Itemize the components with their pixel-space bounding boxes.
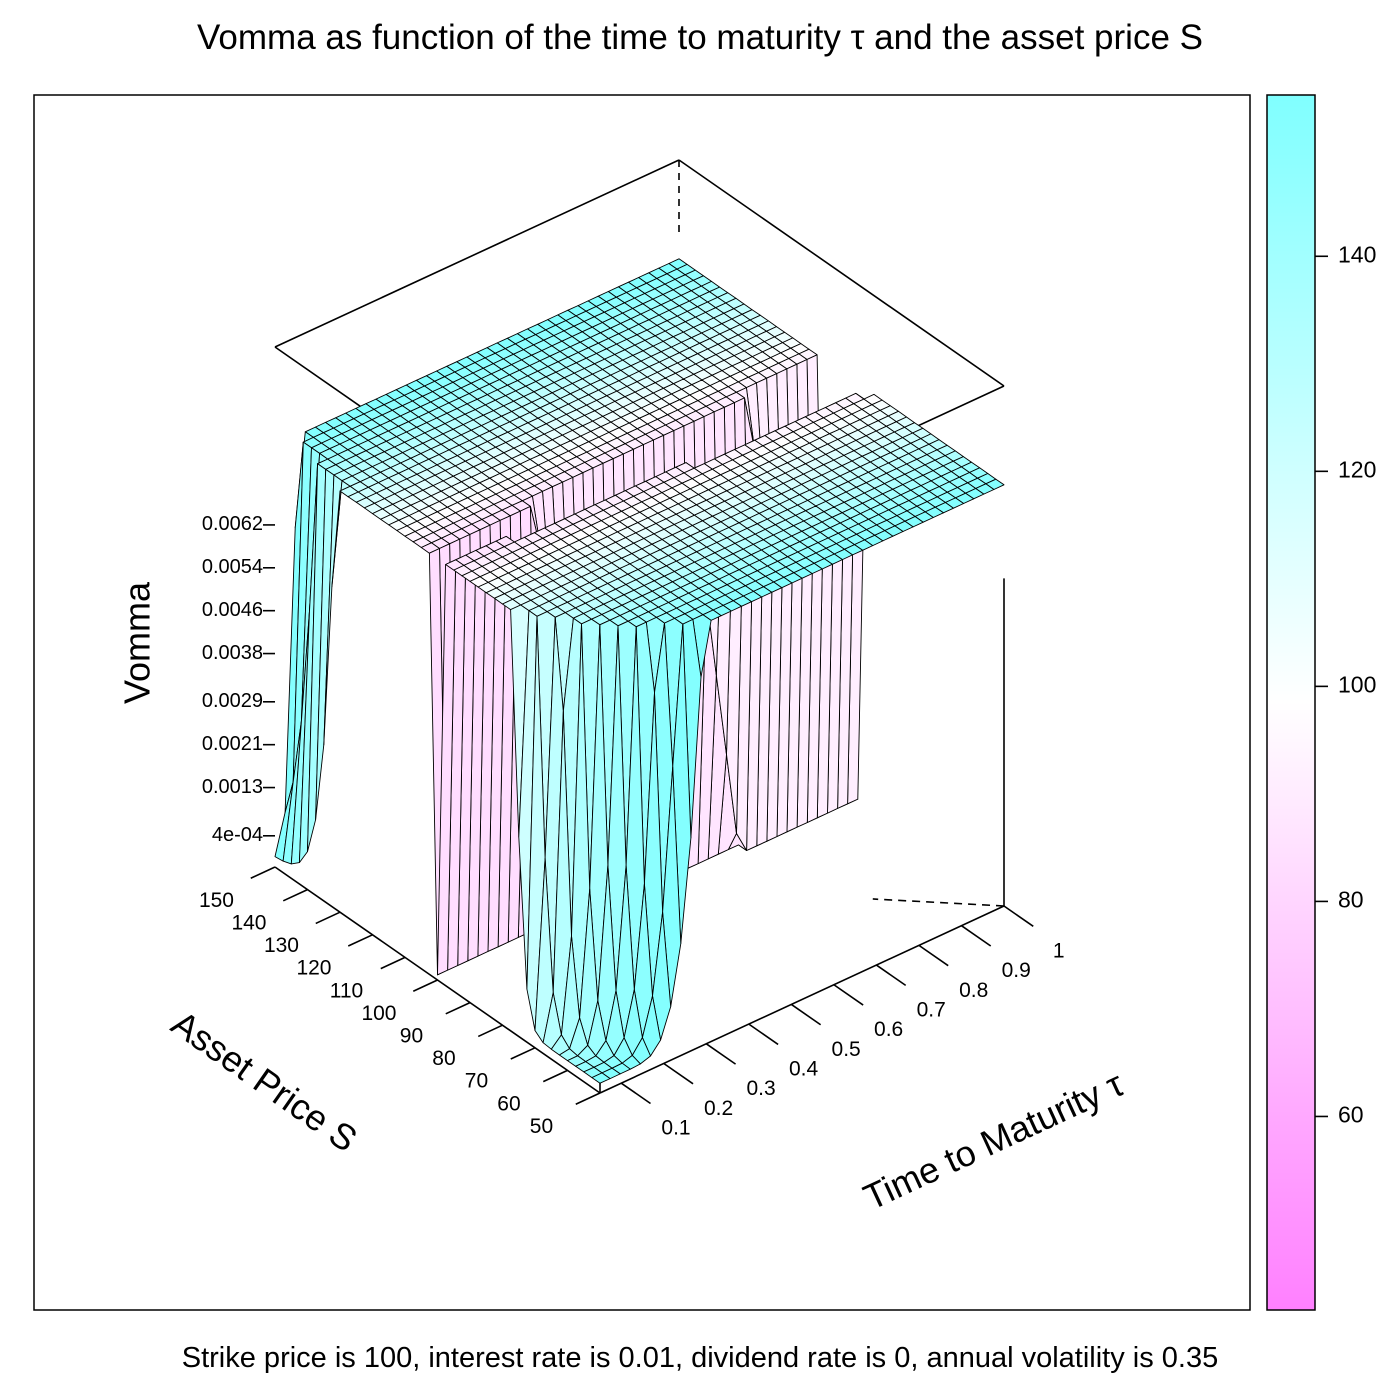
z-axis-tick-label: 0.0046	[202, 599, 263, 621]
colorbar: 60 80 100 120 140	[1266, 94, 1376, 1311]
box-edge-top-right	[678, 159, 1005, 387]
x-axis-tick	[1003, 905, 1034, 927]
x-axis-tick-label: 0.6	[874, 1018, 903, 1041]
box-edge-floor-front	[599, 905, 1005, 1094]
z-axis-tick-label: 4e-04	[212, 824, 263, 846]
x-axis-tick	[961, 925, 992, 947]
plot-panel-frame	[33, 94, 1251, 1311]
y-axis-tick	[347, 934, 373, 947]
x-axis-tick-label: 0.4	[789, 1058, 819, 1081]
y-axis-tick-label: 120	[296, 957, 331, 980]
x-axis-tick-label: 0.5	[832, 1038, 861, 1061]
y-axis-tick	[477, 1024, 503, 1038]
x-axis-tick	[918, 944, 949, 967]
y-axis-tick	[445, 1001, 471, 1015]
x-axis-tick	[620, 1082, 651, 1105]
z-axis-tick-label: 0.0021	[202, 733, 263, 755]
colorbar-tick-label: 120	[1338, 456, 1376, 482]
y-axis-tick-label: 100	[361, 1002, 396, 1025]
x-axis-tick-label: 0.7	[917, 998, 946, 1021]
y-axis-tick	[380, 956, 406, 970]
colorbar-tick-label: 60	[1338, 1102, 1364, 1128]
colorbar-tick-label: 80	[1338, 886, 1364, 912]
y-axis-tick	[510, 1047, 536, 1060]
chart-title: Vomma as function of the time to maturit…	[197, 18, 1203, 57]
z-axis-tick-label: 0.0013	[202, 776, 263, 798]
x-axis-tick-label: 0.1	[661, 1117, 690, 1140]
x-axis-tick-label: 0.9	[1002, 959, 1031, 982]
z-axis-tick-label: 0.0054	[202, 556, 263, 578]
y-axis-title: Asset Price S	[164, 1002, 365, 1160]
z-axis-tick-label: 0.0062	[202, 513, 263, 535]
x-axis-tick-label: 0.3	[746, 1077, 775, 1100]
x-axis-tick-label: 0.8	[959, 979, 988, 1002]
y-axis-tick	[542, 1069, 568, 1083]
x-axis-tick	[833, 984, 864, 1006]
colorbar-tick-label: 140	[1338, 241, 1376, 267]
y-axis-tick-label: 80	[432, 1047, 455, 1070]
y-axis-tick-label: 110	[330, 979, 363, 1002]
y-axis-tick-label: 140	[231, 911, 266, 934]
x-axis-tick-label: 0.2	[704, 1097, 733, 1120]
y-axis-tick	[412, 979, 438, 992]
y-axis-tick-label: 150	[199, 889, 234, 912]
y-axis-tick-label: 70	[465, 1070, 488, 1093]
x-axis-title: Time to Maturity τ	[857, 1063, 1129, 1218]
y-axis-tick	[575, 1092, 601, 1105]
x-axis-tick	[663, 1062, 694, 1085]
z-axis-title: Vomma	[117, 581, 158, 704]
y-axis-tick-label: 50	[530, 1115, 553, 1138]
surface-facet	[591, 1072, 611, 1084]
chart-caption: Strike price is 100, interest rate is 0.…	[181, 1342, 1219, 1374]
x-axis-tick	[748, 1023, 779, 1046]
box-edge-floor-right-dashed	[872, 898, 1005, 907]
y-axis-tick	[282, 888, 308, 902]
colorbar-tick-label: 100	[1338, 671, 1376, 697]
y-axis-tick	[250, 866, 276, 879]
x-axis-tick	[790, 1003, 822, 1026]
z-axis-tick-label: 0.0038	[202, 642, 263, 664]
z-axis-tick-label: 0.0029	[202, 690, 263, 712]
colorbar-gradient	[1266, 94, 1316, 1311]
x-axis-tick	[705, 1043, 737, 1065]
x-axis-tick	[875, 964, 907, 987]
y-axis-tick-label: 130	[264, 934, 299, 957]
y-axis-tick-label: 60	[497, 1092, 520, 1115]
box-edge-top-back	[274, 159, 680, 348]
vomma-surface	[274, 258, 1005, 1084]
y-axis-tick	[315, 911, 341, 925]
x-axis-tick-label: 1	[1053, 939, 1065, 962]
y-axis-tick-label: 90	[400, 1024, 423, 1047]
